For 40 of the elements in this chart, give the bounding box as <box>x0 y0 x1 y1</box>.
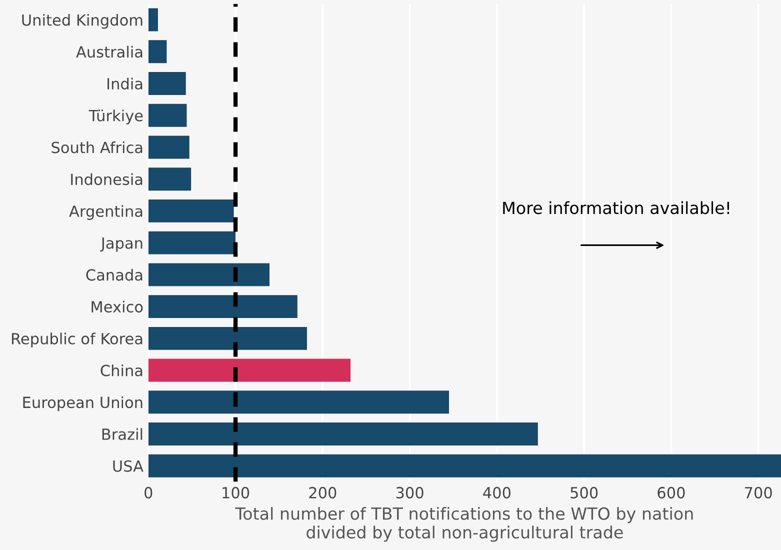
x-tick-label: 200 <box>309 486 336 498</box>
bar <box>148 168 192 191</box>
bar <box>148 72 186 95</box>
bar <box>148 231 236 254</box>
y-tick-label: Australia <box>76 46 142 58</box>
y-tick-label: Türkiye <box>88 110 143 124</box>
bar <box>148 8 158 32</box>
y-tick-label: United Kingdom <box>22 14 142 29</box>
y-tick-label: Indonesia <box>71 173 142 186</box>
bar <box>148 136 190 159</box>
y-tick-label: Argentina <box>69 205 142 220</box>
bar <box>148 390 450 414</box>
y-tick-label: Brazil <box>102 428 142 440</box>
x-tick-label: 400 <box>483 486 510 498</box>
bar <box>148 40 167 64</box>
bar <box>148 422 538 446</box>
x-axis-title: Total number of TBT notifications to the WTO by nation divided by total non-agricultural trade <box>235 507 693 542</box>
bar <box>148 199 234 222</box>
bar <box>148 263 270 286</box>
x-tick-label: 600 <box>658 486 685 498</box>
bar <box>148 326 307 350</box>
y-tick-label: European Union <box>23 396 142 412</box>
y-tick-label: Republic of Korea <box>12 332 142 348</box>
annotation: More information available! <box>503 201 730 214</box>
x-tick-label: 500 <box>570 486 598 498</box>
x-tick-label: 100 <box>222 486 250 498</box>
y-tick-label: South Africa <box>52 141 142 154</box>
bar <box>148 454 781 478</box>
x-tick-label: 300 <box>396 486 424 498</box>
y-tick-label: Japan <box>100 237 142 252</box>
bar <box>148 104 187 127</box>
x-tick-label: 700 <box>745 486 772 498</box>
x-tick-label: 0 <box>144 486 152 498</box>
y-tick-label: Mexico <box>92 300 143 313</box>
y-tick-label: Canada <box>86 268 142 281</box>
y-tick-label: USA <box>113 460 144 472</box>
bar <box>148 358 351 382</box>
y-tick-label: India <box>108 78 142 90</box>
bar <box>148 295 298 318</box>
y-tick-label: China <box>100 364 142 376</box>
